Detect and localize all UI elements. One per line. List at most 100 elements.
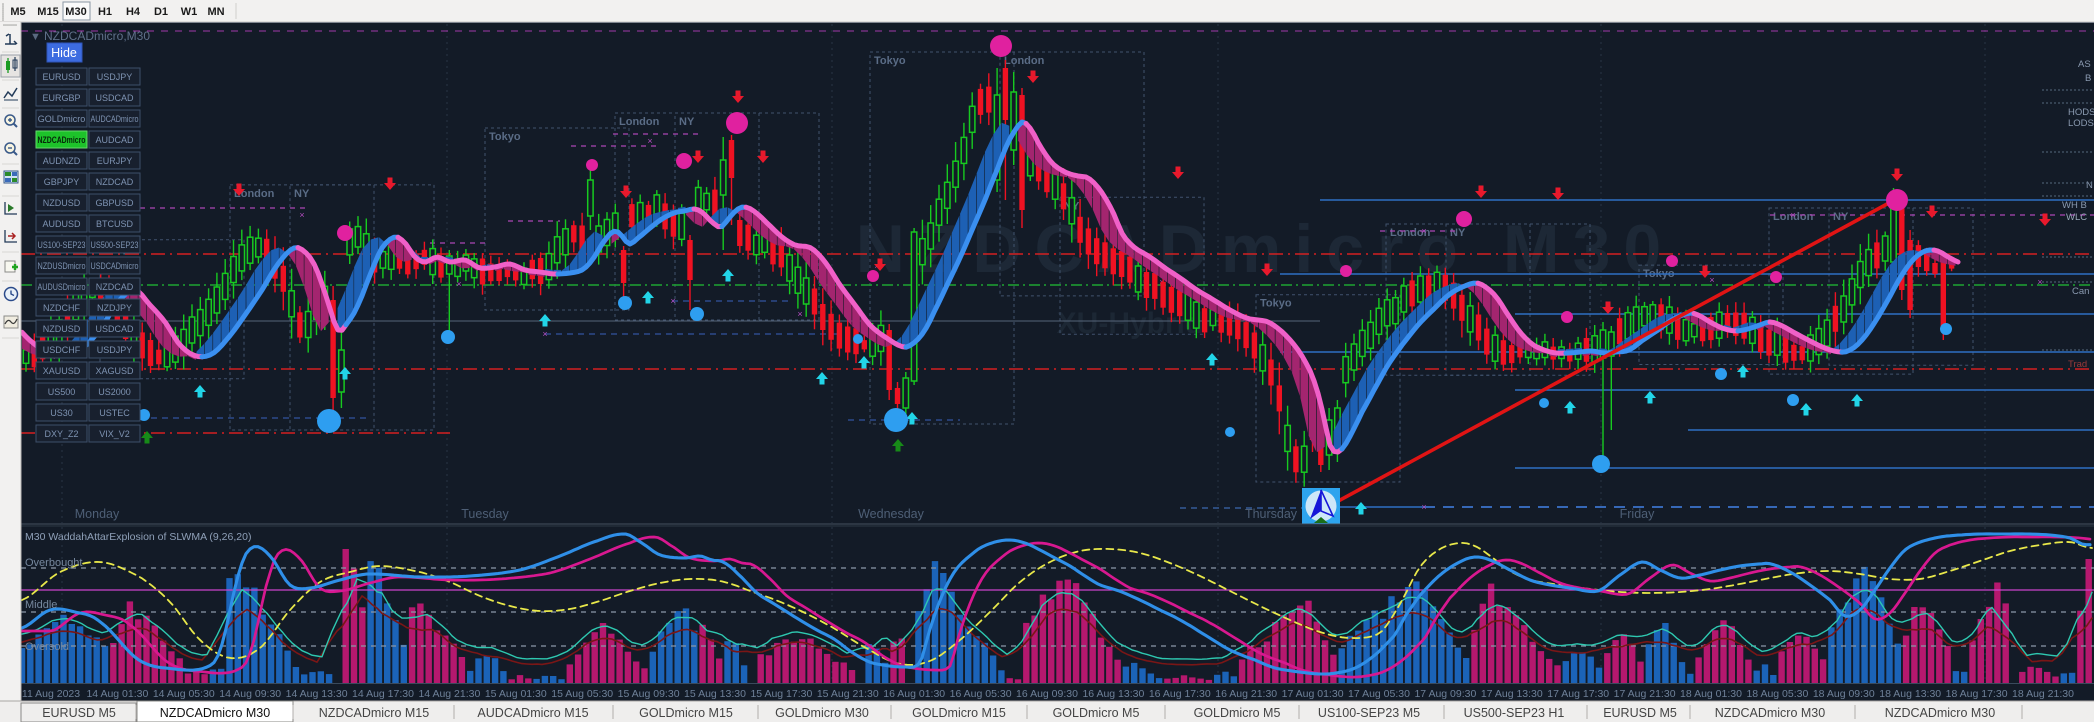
svg-text:US100-SEP23 M5: US100-SEP23 M5 (1318, 706, 1420, 720)
svg-text:18 Aug 21:30: 18 Aug 21:30 (2012, 688, 2074, 700)
svg-text:Can: Can (2072, 286, 2089, 297)
svg-text:M5: M5 (10, 6, 25, 18)
svg-text:18 Aug 05:30: 18 Aug 05:30 (1746, 688, 1808, 700)
svg-text:NZDCADmicro M15: NZDCADmicro M15 (319, 706, 429, 720)
svg-text:14 Aug 17:30: 14 Aug 17:30 (352, 688, 414, 700)
svg-text:15 Aug 09:30: 15 Aug 09:30 (618, 688, 680, 700)
svg-text:NZDUSD: NZDUSD (43, 324, 81, 334)
svg-text:16 Aug 21:30: 16 Aug 21:30 (1215, 688, 1277, 700)
svg-text:B: B (2085, 73, 2091, 84)
svg-text:US100-SEP23: US100-SEP23 (38, 240, 86, 250)
svg-text:N: N (2086, 180, 2093, 191)
svg-text:NZDUSD: NZDUSD (43, 198, 81, 208)
svg-text:USDCAD: USDCAD (95, 93, 134, 103)
svg-text:15 Aug 21:30: 15 Aug 21:30 (817, 688, 879, 700)
svg-text:W1: W1 (181, 6, 198, 18)
svg-text:AUDUSDmicro: AUDUSDmicro (38, 282, 86, 292)
svg-text:GBPJPY: GBPJPY (44, 177, 80, 187)
svg-text:EURUSD M5: EURUSD M5 (42, 706, 116, 720)
svg-text:M30: M30 (65, 6, 86, 18)
svg-text:NY: NY (1450, 227, 1466, 239)
svg-text:NZDJPY: NZDJPY (97, 303, 132, 313)
svg-text:AUDUSD: AUDUSD (42, 219, 81, 229)
svg-text:London: London (619, 116, 660, 128)
svg-text:US500-SEP23: US500-SEP23 (91, 240, 139, 250)
svg-text:15 Aug 17:30: 15 Aug 17:30 (750, 688, 812, 700)
svg-text:D1: D1 (154, 6, 168, 18)
svg-text:Tokyo: Tokyo (1260, 298, 1292, 310)
svg-text:AUDCADmicro M15: AUDCADmicro M15 (477, 706, 588, 720)
svg-text:GOLDmicro M15: GOLDmicro M15 (912, 706, 1006, 720)
svg-text:GOLDmicro M5: GOLDmicro M5 (1194, 706, 1281, 720)
svg-text:LODS: LODS (2068, 118, 2094, 129)
svg-text:Overbought: Overbought (25, 557, 82, 569)
svg-text:M15: M15 (37, 6, 58, 18)
svg-text:Friday: Friday (1620, 507, 1655, 521)
svg-text:17 Aug 09:30: 17 Aug 09:30 (1414, 688, 1476, 700)
svg-text:Thursday: Thursday (1245, 507, 1298, 521)
svg-text:×: × (1709, 275, 1714, 285)
svg-text:M30 WaddahAttarExplosion of SL: M30 WaddahAttarExplosion of SLWMA (9,26,… (25, 531, 251, 543)
svg-text:NZDCAD: NZDCAD (96, 282, 134, 292)
svg-text:×: × (456, 279, 461, 289)
svg-text:×: × (542, 329, 547, 339)
svg-text:NZDCADmicro,M30: NZDCADmicro,M30 (44, 29, 150, 43)
svg-text:Oversold: Oversold (25, 641, 69, 653)
svg-text:GOLDmicro M5: GOLDmicro M5 (1053, 706, 1140, 720)
svg-text:NZDCADmicro M30: NZDCADmicro M30 (856, 211, 1674, 287)
svg-text:EURGBP: EURGBP (42, 93, 80, 103)
svg-text:Middle: Middle (25, 599, 57, 611)
svg-text:London: London (1390, 227, 1431, 239)
svg-text:17 Aug 13:30: 17 Aug 13:30 (1481, 688, 1543, 700)
svg-text:18 Aug 13:30: 18 Aug 13:30 (1879, 688, 1941, 700)
svg-text:Tokyo: Tokyo (489, 131, 521, 143)
svg-text:NZDUSDmicro: NZDUSDmicro (38, 261, 86, 271)
svg-text:DXY_Z2: DXY_Z2 (44, 429, 78, 439)
svg-text:WH B: WH B (2062, 200, 2087, 211)
svg-text:GOLDmicro M30: GOLDmicro M30 (775, 706, 869, 720)
svg-text:11 Aug 2023: 11 Aug 2023 (22, 688, 80, 700)
svg-text:NZDCADmicro M30: NZDCADmicro M30 (1715, 706, 1825, 720)
svg-text:18 Aug 09:30: 18 Aug 09:30 (1813, 688, 1875, 700)
svg-text:17 Aug 01:30: 17 Aug 01:30 (1282, 688, 1344, 700)
svg-text:XAGUSD: XAGUSD (95, 366, 134, 376)
svg-text:×: × (2037, 277, 2042, 287)
svg-text:Wednesday: Wednesday (858, 507, 925, 521)
svg-text:AUDCAD: AUDCAD (95, 135, 134, 145)
svg-text:US30: US30 (50, 408, 73, 418)
svg-text:18 Aug 17:30: 18 Aug 17:30 (1946, 688, 2008, 700)
svg-text:AS: AS (2078, 59, 2091, 70)
svg-text:14 Aug 21:30: 14 Aug 21:30 (418, 688, 480, 700)
svg-text:EURUSD: EURUSD (42, 72, 81, 82)
svg-text:17 Aug 21:30: 17 Aug 21:30 (1614, 688, 1676, 700)
svg-text:AUDCADmicro: AUDCADmicro (91, 114, 139, 124)
svg-text:USDCHF: USDCHF (43, 345, 81, 355)
svg-text:16 Aug 05:30: 16 Aug 05:30 (950, 688, 1012, 700)
svg-text:×: × (1790, 210, 1795, 220)
svg-text:VIX_V2: VIX_V2 (99, 429, 130, 439)
svg-text:17 Aug 05:30: 17 Aug 05:30 (1348, 688, 1410, 700)
svg-text:18 Aug 01:30: 18 Aug 01:30 (1680, 688, 1742, 700)
svg-text:USTEC: USTEC (99, 408, 130, 418)
svg-text:BTCUSD: BTCUSD (96, 219, 134, 229)
svg-text:14 Aug 13:30: 14 Aug 13:30 (286, 688, 348, 700)
svg-text:GOLDmicro M15: GOLDmicro M15 (639, 706, 733, 720)
svg-text:USDCAD: USDCAD (95, 324, 134, 334)
svg-text:15 Aug 13:30: 15 Aug 13:30 (684, 688, 746, 700)
svg-text:US500: US500 (48, 387, 76, 397)
svg-text:USDJPY: USDJPY (97, 345, 133, 355)
svg-text:▼: ▼ (30, 31, 41, 43)
svg-text:NZDCAD: NZDCAD (96, 177, 134, 187)
svg-text:London: London (1773, 211, 1814, 223)
svg-text:16 Aug 09:30: 16 Aug 09:30 (1016, 688, 1078, 700)
svg-text:Hide: Hide (51, 46, 77, 60)
svg-text:XAUUSD: XAUUSD (43, 366, 81, 376)
svg-text:NY: NY (294, 188, 310, 200)
svg-text:Trad: Trad (2068, 359, 2087, 370)
svg-text:×: × (797, 309, 802, 319)
svg-text:NZDCADmicro M30: NZDCADmicro M30 (1885, 706, 1995, 720)
svg-text:×: × (299, 210, 304, 220)
svg-text:NY: NY (679, 116, 695, 128)
svg-text:EURJPY: EURJPY (97, 156, 133, 166)
svg-text:16 Aug 17:30: 16 Aug 17:30 (1149, 688, 1211, 700)
